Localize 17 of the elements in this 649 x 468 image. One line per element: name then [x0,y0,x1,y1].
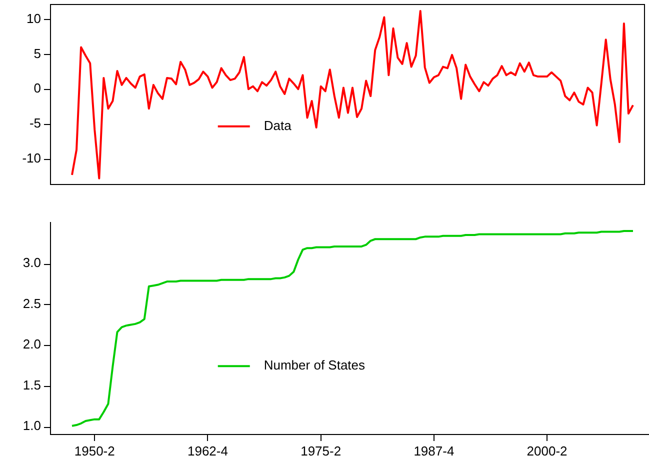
y-tick-label: 0 [34,80,41,96]
y-tick-label: -10 [22,150,41,166]
y-tick-label: 5 [34,46,41,61]
y-tick-label: -5 [29,116,41,131]
y-tick-label: 2.5 [22,296,41,311]
x-tick-label: 1975-2 [300,443,342,458]
y-tick-label: 3.0 [22,255,41,270]
y-tick-label: 2.0 [22,336,41,352]
legend-label: Number of States [264,358,366,373]
y-tick-label: 10 [26,10,41,26]
x-tick-label: 1962-4 [187,443,228,458]
x-tick-label: 2000-2 [526,443,568,458]
y-tick-label: 1.5 [22,377,41,392]
y-tick-label: 1.0 [22,418,41,434]
x-tick-label: 1987-4 [414,443,454,458]
x-tick-label: 1950-2 [74,443,115,458]
legend-label: Data [264,118,292,133]
